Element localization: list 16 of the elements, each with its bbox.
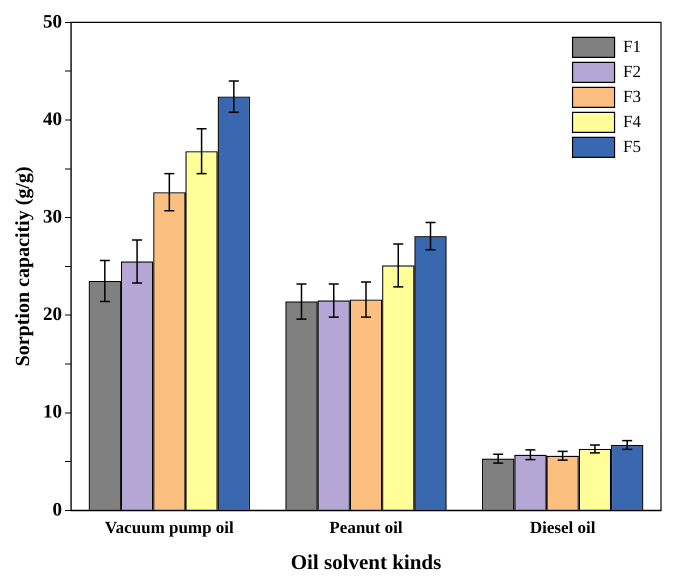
y-tick-label: 20 <box>43 304 62 326</box>
x-tick-label: Diesel oil <box>530 518 596 537</box>
y-axis-title: Sorption capacitiy (g/g) <box>12 166 34 366</box>
y-tick-label: 40 <box>43 108 62 130</box>
legend-label: F3 <box>623 86 642 106</box>
x-axis-title: Oil solvent kinds <box>290 550 442 574</box>
y-tick-label: 10 <box>43 402 62 423</box>
x-tick-label: Peanut oil <box>329 518 403 537</box>
legend-label: F4 <box>623 112 642 131</box>
y-tick-label: 0 <box>52 499 62 520</box>
y-tick-label: 50 <box>43 11 62 32</box>
legend-label: F1 <box>623 36 642 56</box>
legend-label: F2 <box>623 62 642 81</box>
y-tick-label: 30 <box>43 206 62 228</box>
legend-label: F5 <box>623 136 642 156</box>
x-tick-label: Vacuum pump oil <box>104 518 234 537</box>
